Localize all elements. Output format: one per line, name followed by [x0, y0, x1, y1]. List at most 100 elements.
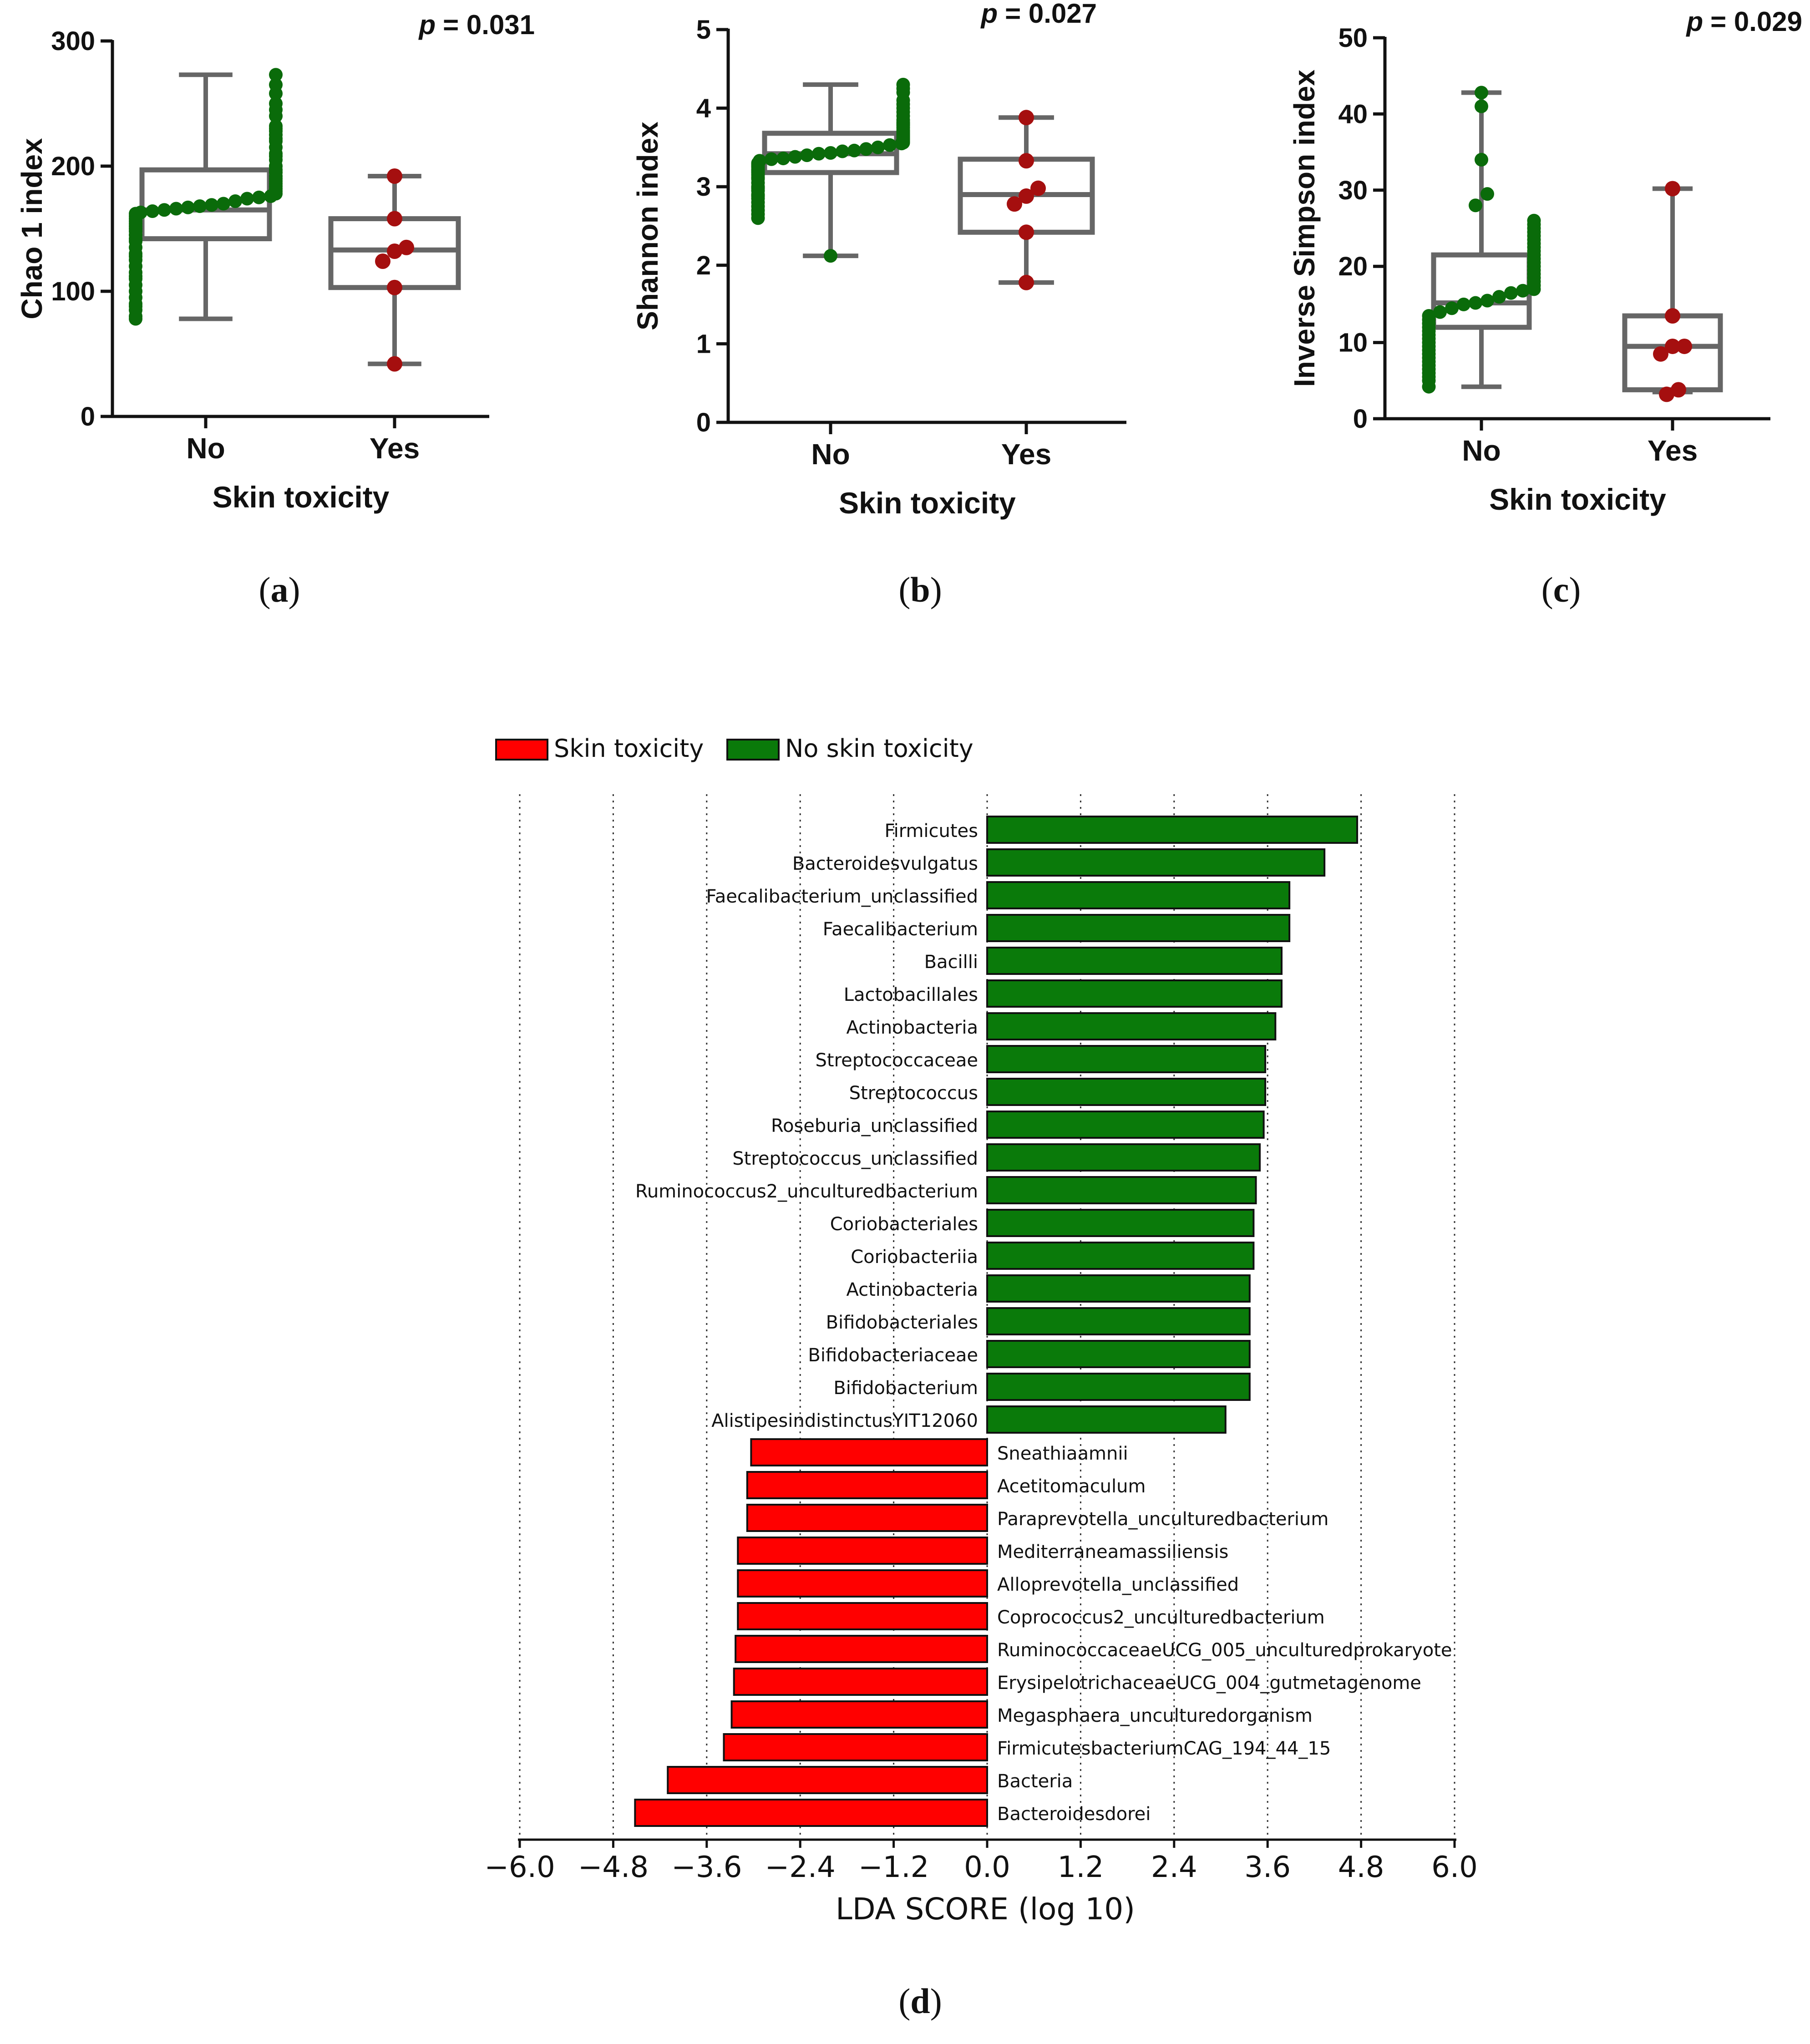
data-point-yes — [1019, 110, 1034, 126]
panel-c-inverse-simpson-chart: 0 10 20 30 40 50 No Yes Skin toxicity Inverse Sim… — [1288, 6, 1802, 516]
lda-bar — [986, 1340, 1251, 1368]
bar-label: Bacteroidesvulgatus — [792, 853, 978, 874]
lda-bar — [986, 881, 1291, 909]
caption-letter: a — [271, 570, 289, 609]
y-tick-label: 50 — [1338, 23, 1368, 53]
bar-label: Coprococcus2_unculturedbacterium — [997, 1607, 1325, 1628]
bar-label: Faecalibacterium_unclassified — [706, 886, 978, 907]
caption-close: ) — [930, 570, 942, 609]
data-point-yes — [1007, 196, 1022, 212]
data-point-no — [883, 138, 897, 152]
data-point-no — [252, 190, 266, 204]
data-point-yes — [1030, 180, 1046, 196]
data-point-yes — [1659, 386, 1674, 402]
data-point-no — [228, 194, 242, 208]
data-point-no — [269, 109, 283, 123]
lda-bar — [986, 848, 1326, 877]
panel-a-chao1-chart: 0 100 200 300 No Yes Skin toxicity Chao 1 index… — [15, 10, 535, 514]
lda-bar — [986, 1405, 1227, 1434]
lda-bar — [986, 816, 1359, 844]
bar-label: Lactobacillales — [844, 984, 978, 1005]
bar-label: Coriobacteriia — [851, 1247, 978, 1268]
lda-bar — [737, 1537, 989, 1565]
lda-bar — [733, 1668, 989, 1696]
caption-letter: b — [910, 570, 930, 609]
bar-label: Megasphaera_unculturedorganism — [997, 1705, 1313, 1726]
data-point-yes — [1019, 274, 1034, 290]
p-symbol: p — [980, 0, 998, 29]
data-point-yes — [387, 356, 402, 372]
lda-bar — [986, 1078, 1267, 1106]
data-point-no — [1527, 282, 1541, 296]
y-axis-title: Inverse Simpson index — [1288, 70, 1321, 387]
data-point-yes — [387, 211, 402, 227]
bar-label: FirmicutesbacteriumCAG_194_44_15 — [997, 1738, 1331, 1759]
bar-label: Bacteria — [997, 1771, 1073, 1792]
data-point-no — [751, 211, 765, 225]
lda-bar — [986, 1111, 1265, 1139]
y-tick-label: 4 — [696, 94, 711, 123]
bar-label: Streptococcus_unclassified — [732, 1148, 978, 1169]
lda-bar — [735, 1635, 989, 1663]
y-tick-label: 300 — [51, 26, 95, 56]
bar-label: ErysipelotrichaceaeUCG_004_gutmetagenome — [997, 1673, 1421, 1694]
box-plot-no — [762, 82, 899, 259]
bar-label: Bifidobacterium — [833, 1378, 978, 1399]
y-tick-label: 20 — [1338, 252, 1368, 281]
p-value-text: = 0.027 — [1005, 0, 1097, 29]
p-value-text: = 0.031 — [443, 10, 535, 40]
data-point-yes — [387, 243, 402, 259]
data-point-no — [1475, 99, 1488, 113]
lda-bar — [986, 1209, 1255, 1237]
iqr-box — [139, 167, 272, 241]
bar-label: Actinobacteria — [846, 1279, 978, 1300]
panel-caption: (c) — [1541, 570, 1581, 609]
lda-bar — [986, 1143, 1261, 1172]
lda-bar — [746, 1504, 988, 1532]
x-tick-label: 0.0 — [964, 1851, 1010, 1884]
data-point-no — [193, 199, 207, 213]
p-value-label: p = 0.031 — [418, 10, 535, 40]
y-tick-label: 200 — [51, 152, 95, 181]
data-point-yes — [387, 279, 402, 295]
x-tick-label: 4.8 — [1338, 1851, 1384, 1884]
y-tick-label: 100 — [51, 277, 95, 306]
lda-bar — [986, 1045, 1267, 1073]
x-tick-label: No — [186, 432, 225, 465]
lda-bar — [750, 1438, 988, 1466]
bar-label: Bifidobacteriales — [826, 1312, 978, 1333]
lda-bar — [986, 914, 1291, 942]
bar-label: Actinobacteria — [846, 1017, 978, 1038]
caption-open: ( — [898, 1981, 910, 2021]
caption-close: ) — [1569, 570, 1581, 609]
data-point-yes — [1019, 188, 1034, 204]
x-tick-label: −3.6 — [671, 1851, 742, 1884]
data-point-no — [1475, 86, 1488, 100]
bar-label: Ruminococcus2_unculturedbacterium — [635, 1181, 978, 1202]
data-point-yes — [387, 168, 402, 184]
lda-bar — [986, 1274, 1251, 1303]
p-value-label: p = 0.029 — [1685, 6, 1802, 37]
box-plot-yes — [1622, 186, 1723, 395]
caption-open: ( — [1541, 570, 1553, 609]
data-point-no — [765, 152, 778, 166]
x-tick-label: Yes — [370, 432, 420, 465]
data-point-yes — [375, 254, 390, 269]
y-tick-label: 0 — [696, 408, 711, 437]
lda-bar — [986, 1373, 1251, 1401]
p-symbol: p — [418, 10, 436, 40]
bar-label: Coriobacteriales — [830, 1214, 978, 1235]
data-point-no — [146, 204, 159, 218]
data-point-yes — [1653, 346, 1668, 362]
bar-label: RuminococcaceaeUCG_005_unculturedprokary… — [997, 1640, 1452, 1661]
data-point-no — [1516, 284, 1530, 298]
data-point-no — [1480, 294, 1494, 308]
caption-close: ) — [930, 1981, 942, 2021]
legend-swatch — [726, 739, 780, 761]
data-point-no — [824, 146, 837, 160]
x-tick-label: 2.4 — [1151, 1851, 1197, 1884]
data-point-no — [836, 144, 849, 158]
y-tick-label: 0 — [1353, 404, 1368, 434]
x-axis-title: LDA SCORE (log 10) — [836, 1892, 1135, 1927]
bar-label: Bacilli — [924, 952, 978, 973]
